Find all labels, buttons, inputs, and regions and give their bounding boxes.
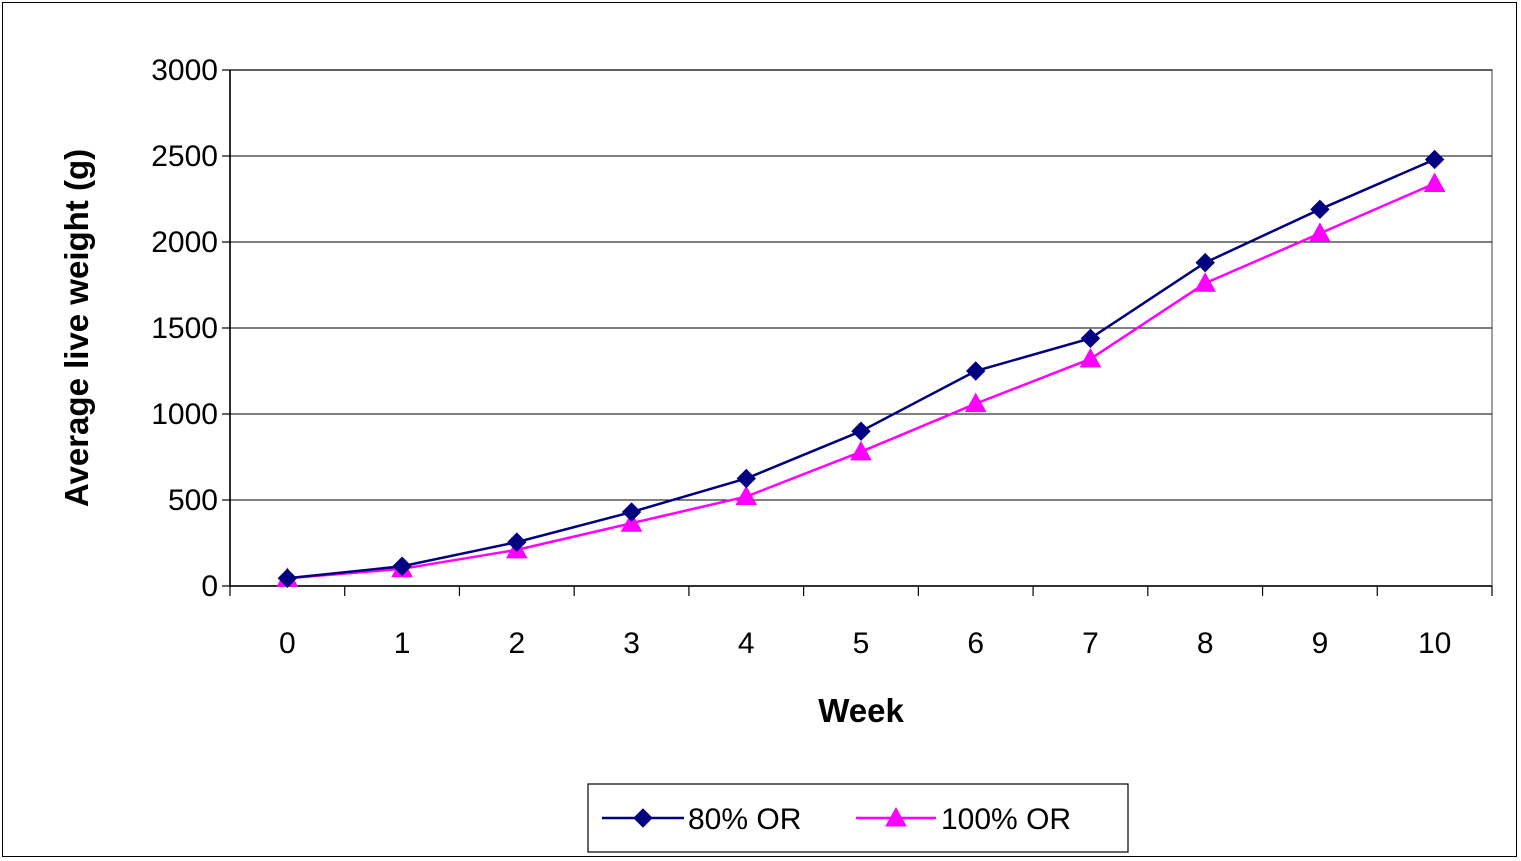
- data-point: [620, 512, 643, 532]
- data-point: [1080, 328, 1101, 349]
- x-tick-label: 9: [1312, 627, 1329, 660]
- data-point: [966, 361, 986, 381]
- data-point: [507, 532, 527, 552]
- data-point: [1310, 199, 1330, 220]
- y-tick-label: 3000: [151, 54, 218, 87]
- y-tick-label: 2500: [151, 140, 218, 173]
- x-tick-label: 8: [1197, 627, 1214, 660]
- legend-item-0: 80% OR: [602, 803, 801, 836]
- data-point: [1195, 252, 1215, 273]
- data-point: [850, 440, 872, 461]
- legend-label: 100% OR: [941, 803, 1071, 836]
- x-tick-label: 1: [394, 627, 411, 660]
- series-layer: [276, 149, 1446, 588]
- legend-marker: [633, 808, 653, 828]
- legend-item-1: 100% OR: [856, 803, 1071, 836]
- y-tick-label: 2000: [151, 226, 218, 259]
- x-tick-label: 2: [508, 627, 525, 660]
- y-tick-label: 1500: [151, 312, 218, 345]
- data-point: [1194, 272, 1217, 292]
- axes: 0 500 1000 1500 2000 2500 3000 0 1 2 3 4 5 6 7 8 9 10: [151, 54, 1493, 660]
- data-point: [1423, 172, 1446, 193]
- legend: 80% OR 100% OR: [587, 783, 1129, 853]
- x-tick-label: 7: [1082, 627, 1099, 660]
- data-point: [621, 502, 642, 522]
- data-point: [1309, 222, 1331, 242]
- series-0: [277, 149, 1445, 588]
- x-tick-label: 3: [623, 627, 640, 660]
- data-point: [736, 468, 756, 489]
- data-point: [964, 392, 987, 413]
- data-point: [851, 421, 871, 441]
- data-point: [277, 568, 298, 588]
- y-axis-title: Average live weight (g): [58, 149, 95, 507]
- legend-label: 80% OR: [688, 803, 801, 836]
- data-point: [392, 556, 412, 576]
- x-tick-label: 5: [853, 627, 870, 660]
- x-tick-label: 4: [738, 627, 755, 660]
- gridlines: [230, 69, 1492, 501]
- x-tick-label: 0: [279, 627, 296, 660]
- y-tick-label: 500: [168, 484, 218, 517]
- data-point: [735, 485, 758, 506]
- data-point: [1079, 347, 1102, 368]
- y-tick-label: 1000: [151, 398, 218, 431]
- y-tick-label: 0: [201, 570, 218, 603]
- x-tick-label: 6: [967, 627, 984, 660]
- x-tick-label: 10: [1418, 627, 1451, 660]
- legend-marker: [885, 806, 907, 827]
- x-axis-title: Week: [818, 692, 904, 729]
- data-point: [1424, 149, 1445, 170]
